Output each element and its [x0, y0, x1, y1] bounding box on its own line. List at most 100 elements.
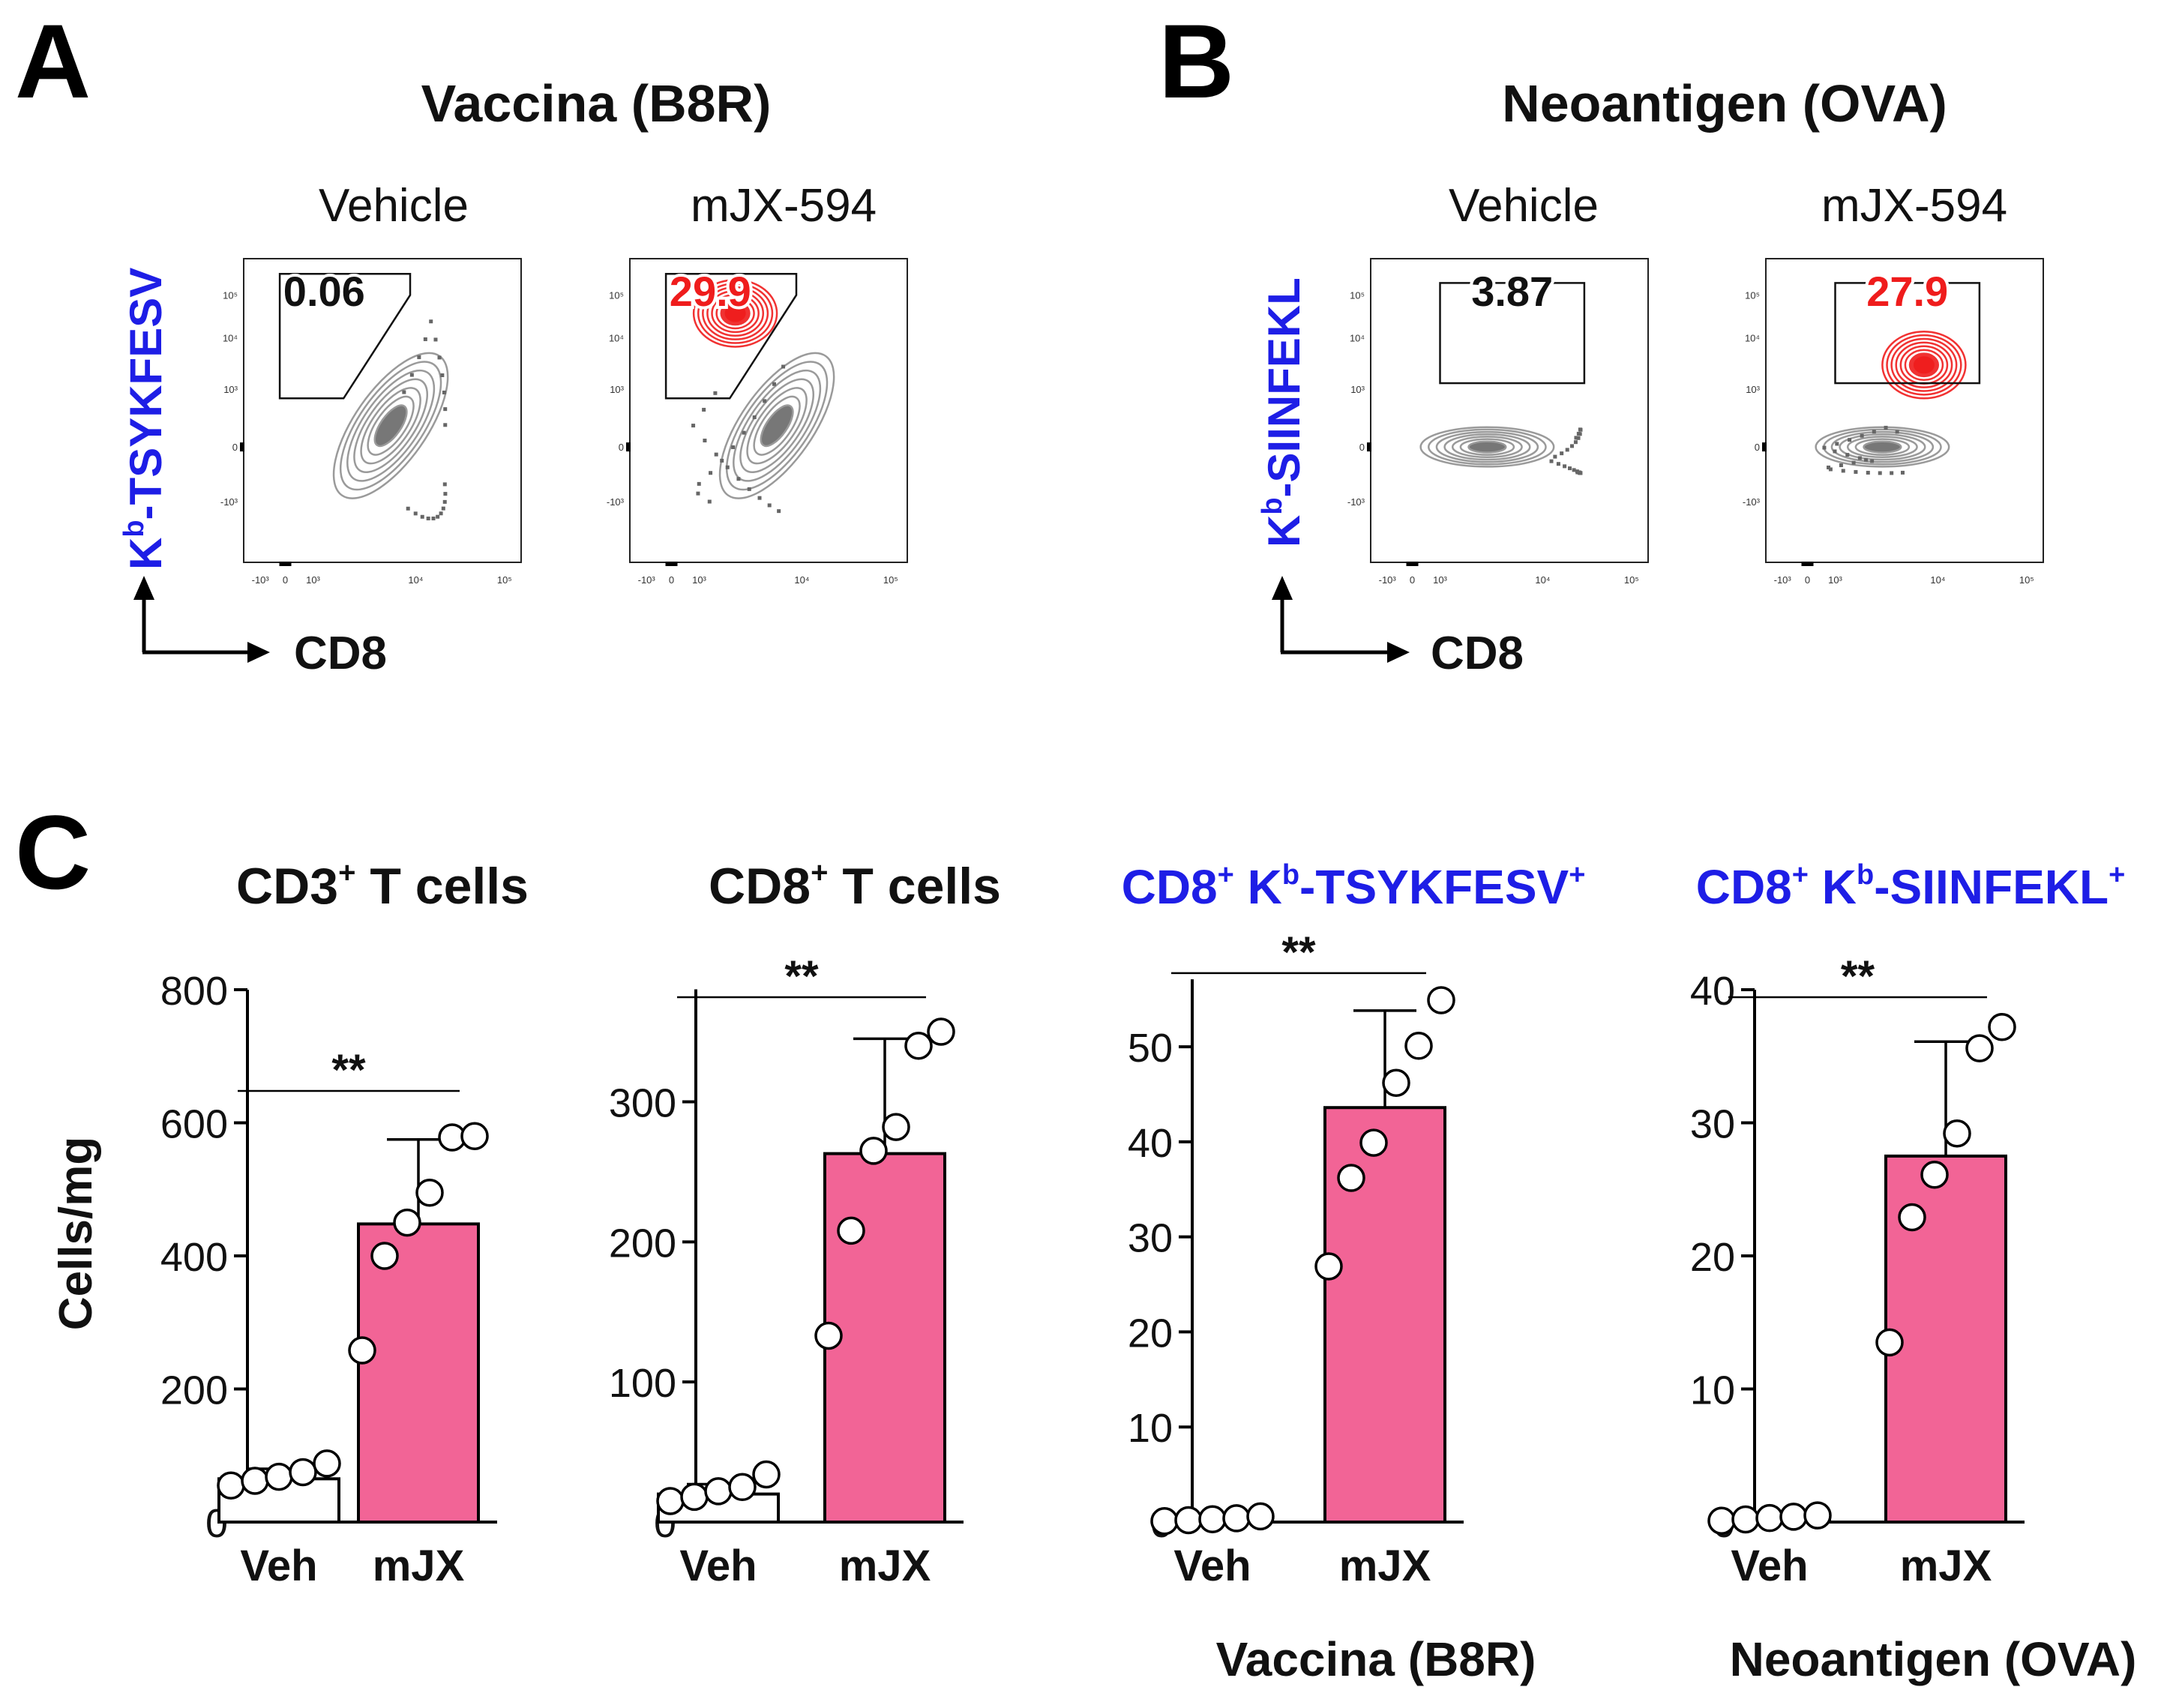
- contour-gray: [760, 404, 794, 448]
- event-dot: [439, 511, 443, 516]
- data-point: [904, 1031, 933, 1060]
- event-dot: [413, 511, 418, 516]
- contour-gray: [360, 387, 421, 465]
- event-dot: [772, 382, 777, 386]
- gate-rectangle: [1834, 282, 1981, 385]
- flow-plot-1: 0.06 10⁵ 10⁴ 10³ 0 -10³ -10³ 0 10³ 10⁴ 10⁵: [220, 258, 522, 586]
- gate-polygon: [278, 273, 412, 400]
- data-point: [460, 1122, 489, 1150]
- contour-red: [711, 293, 760, 334]
- panel-c: C CD3+ T cells CD8+ T cells CD8+ Kb-TSYK…: [15, 793, 2136, 1686]
- data-point: [415, 1178, 444, 1207]
- flow-y-tick-label: 10⁵: [609, 290, 624, 301]
- data-point: [1755, 1503, 1784, 1533]
- flow-frame: [629, 258, 908, 563]
- event-dot: [1574, 436, 1578, 440]
- event-dot: [1835, 442, 1839, 446]
- flow-plots: 0.06 10⁵ 10⁴ 10³ 0 -10³ -10³ 0 10³ 10⁴ 10⁵ 29.9 10⁵ 1…: [220, 258, 2044, 586]
- significance-stars: **: [784, 952, 819, 1001]
- event-dot: [697, 481, 701, 486]
- flow-x-tick-label: -10³: [638, 574, 656, 586]
- flow-y-tick-label: 10⁵: [1745, 290, 1760, 301]
- bar-title-3: CD8+ Kb-TSYKFESV+: [1122, 859, 1586, 914]
- event-dot: [713, 391, 718, 395]
- event-dot: [763, 399, 767, 403]
- event-dot: [752, 415, 757, 420]
- event-dot: [1575, 469, 1579, 474]
- contour-gray: [1846, 436, 1918, 459]
- data-point: [1174, 1506, 1203, 1535]
- flow-x-tick-label: 10⁵: [497, 574, 512, 586]
- gate-value: 27.9: [1866, 268, 1948, 315]
- flow-plot-2: 29.9 10⁵ 10⁴ 10³ 0 -10³ -10³ 0 10³ 10⁴ 10⁵: [607, 258, 908, 586]
- event-dot: [691, 424, 696, 428]
- data-point: [1222, 1504, 1251, 1533]
- flow-x-tick-label: 10⁴: [408, 574, 423, 586]
- panel-c-ylabel: Cells/mg: [50, 1137, 102, 1330]
- panel-a-title: Vaccina (B8R): [421, 74, 772, 133]
- y-tick-label: 10: [1690, 1368, 1735, 1413]
- contour-gray: [1419, 426, 1555, 468]
- flow-plot-4: 27.9 10⁵ 10⁴ 10³ 0 -10³ -10³ 0 10³ 10⁴ 10⁵: [1743, 258, 2044, 586]
- flow-y-tick-label: 10³: [610, 384, 624, 395]
- event-dot: [757, 496, 762, 500]
- data-point: [265, 1462, 293, 1491]
- flow-x-tick-label: 10⁴: [1930, 574, 1945, 586]
- significance-stars: **: [331, 1046, 366, 1095]
- event-dot: [1833, 449, 1837, 454]
- flow-y-tick-label: 10³: [223, 384, 238, 395]
- y-tick-label: 300: [609, 1080, 676, 1125]
- flow-x-tick-label: 0: [1410, 574, 1415, 586]
- flow-x-tick-label: 10³: [692, 574, 706, 586]
- data-point: [1875, 1328, 1904, 1357]
- event-dot: [714, 452, 718, 457]
- contour-red: [1890, 337, 1958, 392]
- event-dot: [1895, 430, 1899, 434]
- event-dot: [431, 516, 436, 520]
- category-label: mJX: [839, 1542, 931, 1590]
- event-dot: [1576, 436, 1581, 440]
- panel-b-axis-arrows: [1272, 576, 1410, 663]
- flow-y-tick-label: 10³: [1746, 384, 1760, 395]
- contour-red: [1886, 334, 1962, 396]
- bar-title-2: CD8+ T cells: [709, 856, 1001, 915]
- y-tick-label: 200: [609, 1221, 676, 1266]
- event-dot: [736, 477, 741, 481]
- y-tick-label: 20: [1128, 1311, 1173, 1356]
- data-point: [1898, 1203, 1926, 1232]
- bar-title-4: CD8+ Kb-SIINFEKL+: [1696, 859, 2126, 914]
- event-dot: [1577, 470, 1581, 475]
- flow-y-tick-label: 10⁴: [1350, 332, 1365, 343]
- event-dot: [707, 499, 712, 504]
- event-dot: [409, 373, 414, 377]
- panel-a-condition-2: mJX-594: [691, 180, 877, 232]
- flow-x-tick-label: 0: [1805, 574, 1810, 586]
- flow-frame: [1765, 258, 2044, 563]
- contour-gray: [1863, 440, 1902, 454]
- data-point: [1150, 1506, 1179, 1536]
- data-point: [859, 1137, 888, 1165]
- contour-gray: [1839, 433, 1926, 461]
- event-dot: [1841, 469, 1845, 473]
- significance-stars: **: [1281, 928, 1316, 977]
- contour-gray: [373, 404, 408, 448]
- data-point: [1803, 1501, 1832, 1530]
- flow-x-tick-label: 10³: [1433, 574, 1447, 586]
- event-dot: [709, 471, 713, 475]
- flow-y-tick-label: 0: [232, 442, 238, 453]
- event-dot: [433, 337, 438, 342]
- panel-c-footer-4: Neoantigen (OVA): [1730, 1632, 2137, 1686]
- y-tick-label: 200: [160, 1368, 228, 1413]
- contour-gray: [353, 378, 429, 474]
- contour-gray: [746, 387, 808, 465]
- event-dot: [1573, 440, 1578, 445]
- event-dot: [1866, 470, 1870, 475]
- event-dot: [1872, 430, 1876, 434]
- data-point: [1943, 1119, 1971, 1148]
- flow-y-tick-label: 10⁴: [223, 332, 238, 343]
- event-dot: [703, 439, 707, 443]
- panel-a: A Vaccina (B8R) Vehicle mJX-594 Kb-TSYKF…: [15, 2, 877, 679]
- category-label: mJX: [1900, 1542, 1992, 1590]
- gate-value: 29.9: [670, 268, 751, 315]
- event-dot: [1839, 463, 1843, 468]
